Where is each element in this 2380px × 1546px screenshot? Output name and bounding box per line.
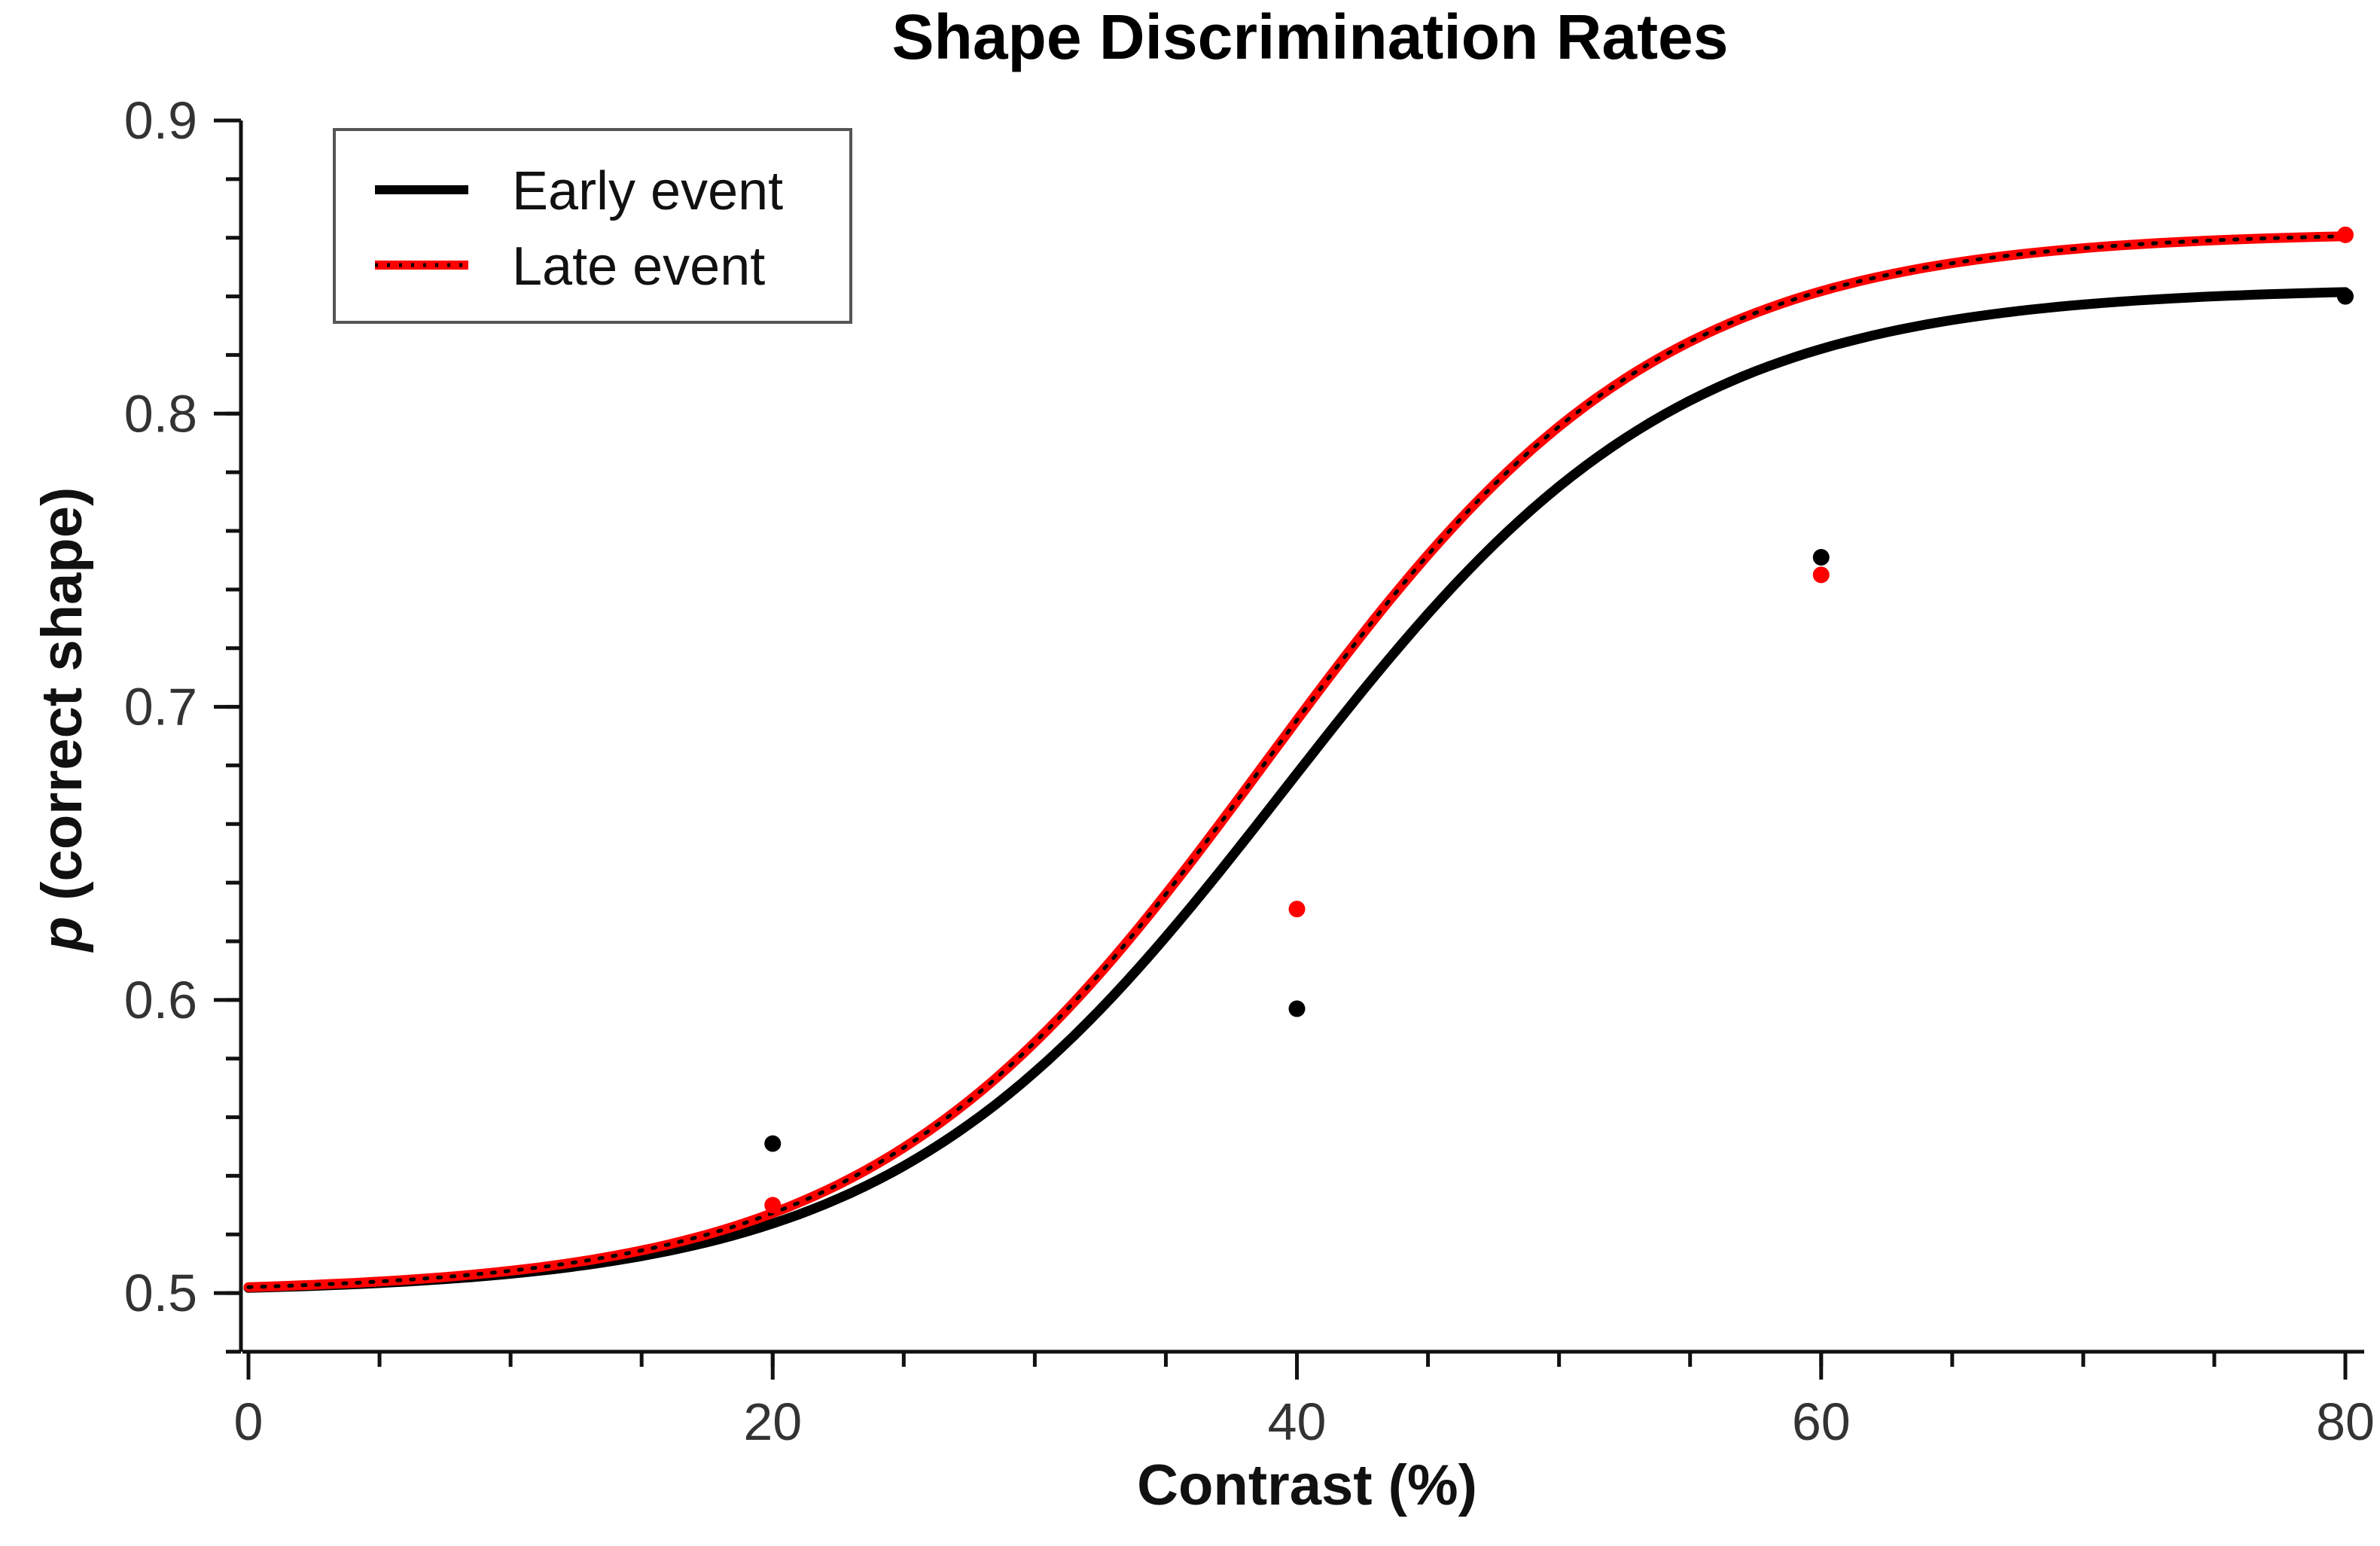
y-tick-label: 0.8 — [124, 384, 197, 443]
data-point-early-event — [1812, 549, 1830, 566]
y-tick-label: 0.6 — [124, 971, 197, 1029]
data-point-late-event — [1812, 566, 1830, 584]
legend-box — [333, 128, 852, 324]
x-tick-label: 0 — [234, 1392, 264, 1451]
series-lines — [243, 231, 2351, 1293]
y-ticks: 0.5 0.6 0.7 0.8 0.9 — [124, 91, 241, 1354]
data-point-early-event — [764, 1135, 782, 1152]
fit-line-early-event — [243, 287, 2351, 1293]
chart-title: Shape Discrimination Rates — [892, 2, 1729, 72]
y-tick-label: 0.9 — [124, 91, 197, 150]
legend-label-early: Early event — [512, 161, 783, 221]
data-point-early-event — [1288, 1000, 1306, 1017]
legend: Early event Late event — [333, 128, 852, 324]
data-point-early-event — [2337, 288, 2354, 305]
legend-label-late: Late event — [512, 236, 765, 297]
y-tick-label: 0.5 — [124, 1264, 197, 1322]
series-points — [764, 226, 2354, 1214]
x-tick-label: 20 — [743, 1392, 802, 1451]
data-point-late-event — [1288, 901, 1306, 918]
x-axis-label: Contrast (%) — [1137, 1453, 1477, 1517]
fit-line-late-event — [243, 231, 2351, 1292]
x-tick-label: 80 — [2316, 1392, 2375, 1451]
data-point-late-event — [2337, 226, 2354, 243]
fit-line-dots-late-event — [246, 234, 2348, 1289]
y-axis-label-rest: (correct shape) — [30, 487, 94, 916]
y-axis-label-p: p — [30, 916, 94, 953]
y-axis-label: p (correct shape) — [30, 487, 94, 953]
x-tick-label: 60 — [1792, 1392, 1851, 1451]
x-ticks: 0 20 40 60 80 — [234, 1352, 2375, 1451]
x-tick-label: 40 — [1268, 1392, 1327, 1451]
y-tick-label: 0.7 — [124, 678, 197, 736]
data-point-late-event — [764, 1197, 782, 1214]
